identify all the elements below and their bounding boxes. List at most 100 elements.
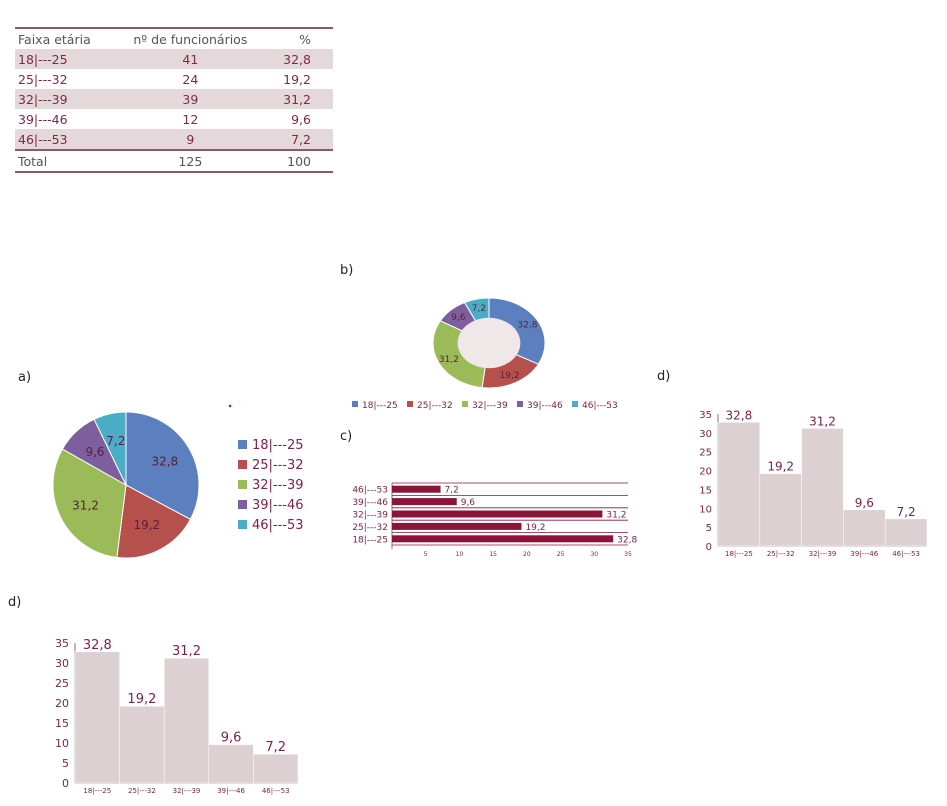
bar-value-label: 32,8 bbox=[726, 408, 753, 422]
bar-value-label: 9,6 bbox=[461, 498, 476, 508]
y-tick-label: 35 bbox=[55, 637, 69, 650]
y-tick-label: 10 bbox=[699, 504, 712, 515]
cell: 41 bbox=[182, 51, 199, 67]
cell: 39|---46 bbox=[18, 111, 68, 127]
y-tick-label: 25 bbox=[55, 677, 69, 690]
y-tick-label: 25 bbox=[699, 448, 712, 459]
bar-value-label: 7,2 bbox=[445, 486, 459, 496]
y-tick-label: 30 bbox=[699, 429, 712, 440]
cell: Total bbox=[18, 153, 48, 169]
legend-label: 32|---39 bbox=[252, 478, 304, 493]
cell: 31,2 bbox=[283, 91, 311, 107]
legend-label: 25|---32 bbox=[417, 401, 453, 411]
panel-label-d2: d) bbox=[8, 595, 22, 610]
hist-bar-46|---53 bbox=[884, 518, 928, 547]
x-category-label: 25|---32 bbox=[128, 787, 156, 795]
y-tick-label: 20 bbox=[55, 697, 69, 710]
hist-bar-25|---32 bbox=[119, 705, 165, 784]
cell: 46|---53 bbox=[18, 131, 68, 147]
cell: 12 bbox=[182, 111, 199, 127]
cell: 9,6 bbox=[291, 111, 311, 127]
table-row: 39|---46 12 9,6 bbox=[15, 109, 333, 129]
hist-bar-39|---46 bbox=[843, 509, 886, 547]
legend-swatch bbox=[238, 520, 247, 529]
x-category-label: 39|---46 bbox=[217, 787, 245, 795]
cell: 32,8 bbox=[283, 51, 311, 67]
hist-bar-39|---46 bbox=[208, 744, 254, 784]
bar-value-label: 9,6 bbox=[221, 731, 242, 746]
bar-value-label: 32,8 bbox=[83, 638, 112, 653]
legend-swatch bbox=[238, 440, 247, 449]
pie-slice-32|---39 bbox=[52, 448, 127, 558]
category-label: 32|---39 bbox=[352, 511, 388, 521]
y-tick-label: 5 bbox=[62, 757, 69, 770]
legend-swatch bbox=[352, 401, 358, 407]
panel-label-b: b) bbox=[340, 263, 354, 278]
legend-label: 46|---53 bbox=[582, 401, 618, 411]
legend-swatch bbox=[238, 480, 247, 489]
x-category-label: 25|---32 bbox=[767, 550, 795, 558]
header-age: Faixa etária bbox=[18, 31, 91, 47]
table-row: 32|---39 39 31,2 bbox=[15, 89, 333, 109]
bar-value-label: 31,2 bbox=[172, 644, 201, 659]
panel-label-c: c) bbox=[340, 429, 353, 444]
legend-label: 46|---53 bbox=[252, 518, 304, 533]
pie-slice-25|---32 bbox=[116, 484, 192, 559]
header-percent: % bbox=[299, 31, 311, 47]
x-tick-label: 30 bbox=[590, 551, 598, 558]
panel-label-d1: d) bbox=[657, 369, 671, 384]
cell: 39 bbox=[182, 91, 199, 107]
hist-bar-32|---39 bbox=[163, 657, 210, 784]
cell: 24 bbox=[182, 71, 199, 87]
bar-value-label: 31,2 bbox=[809, 414, 836, 428]
slice-label: 19,2 bbox=[500, 371, 520, 381]
category-label: 25|---32 bbox=[352, 523, 388, 533]
hist-bar-18|---25 bbox=[74, 651, 120, 784]
y-tick-label: 35 bbox=[699, 410, 712, 421]
legend-label: 18|---25 bbox=[362, 401, 398, 411]
x-tick-label: 20 bbox=[523, 551, 531, 558]
bar-46|---53 bbox=[392, 485, 441, 493]
legend-swatch bbox=[517, 401, 523, 407]
category-label: 39|---46 bbox=[352, 498, 388, 508]
y-tick-label: 10 bbox=[55, 737, 69, 750]
y-tick-label: 20 bbox=[699, 467, 712, 478]
table-row: 25|---32 24 19,2 bbox=[15, 69, 333, 89]
y-tick-label: 0 bbox=[706, 542, 712, 553]
x-tick-label: 5 bbox=[424, 551, 428, 558]
cell: 18|---25 bbox=[18, 51, 68, 67]
bar-18|---25 bbox=[392, 535, 614, 543]
legend-label: 32|---39 bbox=[472, 401, 508, 411]
hist-bar-46|---53 bbox=[253, 753, 299, 784]
bar-value-label: 31,2 bbox=[606, 511, 626, 521]
legend-label: 39|---46 bbox=[527, 401, 563, 411]
cell: 9 bbox=[186, 131, 195, 147]
table-row: 46|---53 9 7,2 bbox=[15, 129, 333, 150]
legend-swatch bbox=[572, 401, 578, 407]
slice-label: 7,2 bbox=[106, 434, 125, 448]
cell: 125 bbox=[178, 153, 203, 169]
hist-bar-18|---25 bbox=[717, 422, 761, 547]
x-tick-label: 10 bbox=[456, 551, 464, 558]
category-label: 18|---25 bbox=[352, 535, 388, 545]
slice-label: 9,6 bbox=[451, 313, 466, 323]
slice-label: 31,2 bbox=[439, 355, 459, 365]
y-tick-label: 30 bbox=[55, 657, 69, 670]
slice-label: 9,6 bbox=[85, 445, 104, 459]
x-tick-label: 15 bbox=[489, 551, 497, 558]
y-tick-label: 5 bbox=[706, 523, 712, 534]
legend-swatch bbox=[238, 460, 247, 469]
category-label: 46|---53 bbox=[352, 486, 388, 496]
cell: 25|---32 bbox=[18, 71, 68, 87]
slice-label: 32,8 bbox=[517, 320, 537, 330]
table-row: 18|---25 41 32,8 bbox=[15, 49, 333, 69]
x-category-label: 32|---39 bbox=[173, 787, 201, 795]
hist-bar-32|---39 bbox=[801, 428, 844, 547]
pie-slice-18|---25 bbox=[125, 411, 200, 521]
legend-label: 39|---46 bbox=[252, 498, 304, 513]
x-category-label: 46|---53 bbox=[892, 550, 920, 558]
bar-25|---32 bbox=[392, 522, 522, 530]
cell: 7,2 bbox=[291, 131, 311, 147]
cell: 32|---39 bbox=[18, 91, 68, 107]
